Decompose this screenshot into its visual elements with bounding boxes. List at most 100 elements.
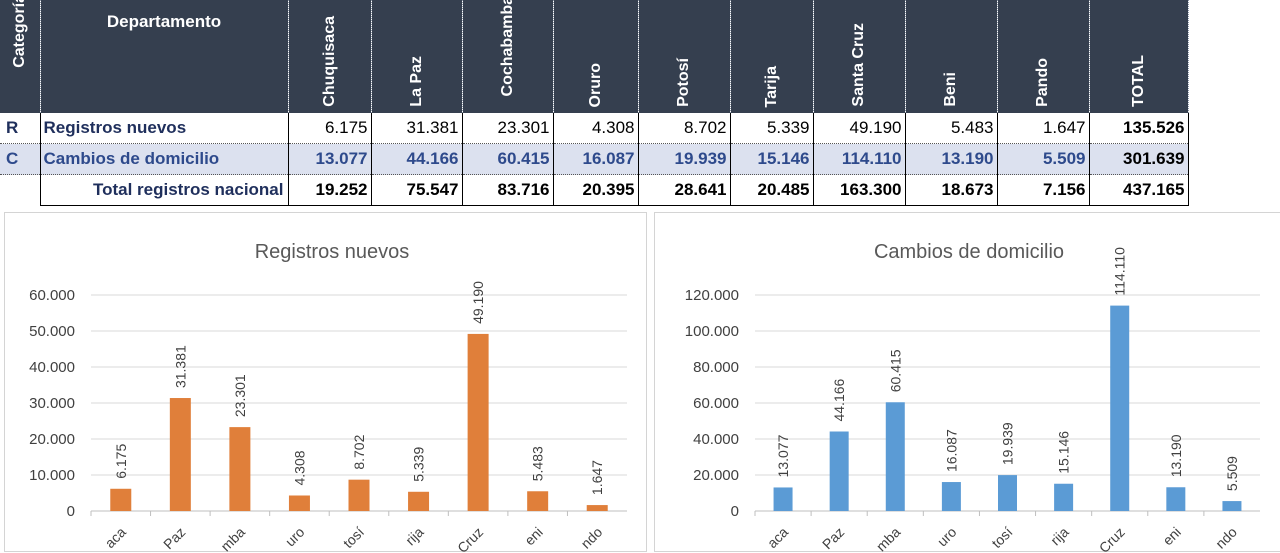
y-tick-label: 20.000 <box>693 467 739 484</box>
bar <box>998 475 1017 511</box>
y-tick-label: 60.000 <box>693 395 739 412</box>
bar <box>288 495 310 511</box>
x-tick-label: tosí <box>988 524 1015 551</box>
data-label: 6.175 <box>113 444 129 479</box>
table-cell: 5.509 <box>997 143 1090 175</box>
data-label: 1.647 <box>589 460 605 495</box>
table-cell-total: 437.165 <box>1089 174 1189 206</box>
y-tick-label: 20.000 <box>29 431 75 448</box>
bar <box>773 487 793 511</box>
cambios-domicilio-chart-svg: Cambios de domicilio 0 20.000 40.000 60.000 8… <box>685 241 1260 553</box>
table-cell: 13.077 <box>288 143 372 175</box>
row-label: Registros nuevos <box>40 113 289 144</box>
x-tick-label: Paz <box>819 524 847 552</box>
bar <box>527 491 549 511</box>
data-label: 19.939 <box>1000 422 1016 465</box>
column-header: La Paz <box>371 0 463 113</box>
data-label: 5.339 <box>411 447 427 482</box>
column-header: TOTAL <box>1089 0 1189 113</box>
x-tick-label: uro <box>282 524 308 550</box>
data-label: 4.308 <box>291 450 307 485</box>
bar <box>1054 483 1074 511</box>
bar <box>1222 501 1242 511</box>
table-cell: 15.146 <box>730 143 814 175</box>
x-tick-label: mba <box>873 524 904 553</box>
row-code <box>0 174 41 206</box>
table-header-row: Categoría Departamento Chuquisaca La Paz… <box>0 0 1189 113</box>
x-tick-label: aca <box>764 524 791 551</box>
table-cell: 1.647 <box>997 113 1090 144</box>
table-cell: 18.673 <box>905 174 998 206</box>
table-cell: 5.483 <box>905 113 998 144</box>
bar <box>586 505 608 511</box>
data-label: 49.190 <box>470 281 486 324</box>
column-header: Tarija <box>730 0 814 113</box>
table-cell-total: 135.526 <box>1089 113 1189 144</box>
data-label: 5.509 <box>1224 456 1240 491</box>
x-tick-label: aca <box>102 524 129 551</box>
table-cell: 163.300 <box>813 174 906 206</box>
table-cell: 44.166 <box>371 143 463 175</box>
table-cell: 23.301 <box>462 113 554 144</box>
table-row: R Registros nuevos 6.175 31.381 23.301 4… <box>0 113 1189 144</box>
table-cell: 7.156 <box>997 174 1090 206</box>
table-cell-total: 301.639 <box>1089 143 1189 175</box>
table-cell: 4.308 <box>553 113 639 144</box>
table-row: C Cambios de domicilio 13.077 44.166 60.… <box>0 143 1189 175</box>
y-tick-label: 60.000 <box>29 287 75 304</box>
y-tick-label: 10.000 <box>29 467 75 484</box>
y-tick-label: 100.000 <box>685 323 739 340</box>
y-tick-label: 40.000 <box>29 359 75 376</box>
column-header: Beni <box>905 0 998 113</box>
summary-table: Categoría Departamento Chuquisaca La Paz… <box>0 0 1189 206</box>
table-cell: 114.110 <box>813 143 906 175</box>
table-cell: 19.939 <box>638 143 731 175</box>
column-header: Santa Cruz <box>813 0 906 113</box>
table-cell: 20.395 <box>553 174 639 206</box>
x-tick-label: Cruz <box>1096 524 1128 553</box>
table-cell: 19.252 <box>288 174 372 206</box>
data-label: 5.483 <box>530 446 546 481</box>
row-code: R <box>0 113 41 144</box>
registros-nuevos-chart-svg: Registros nuevos 0 10.000 20.000 30.000 40.00… <box>29 241 627 553</box>
bar <box>1110 305 1130 511</box>
y-tick-label: 30.000 <box>29 395 75 412</box>
bar <box>110 488 132 511</box>
cambios-domicilio-chart: Cambios de domicilio 0 20.000 40.000 60.000 8… <box>654 212 1280 553</box>
x-tick-label: ndo <box>1212 524 1240 552</box>
x-tick-label: Paz <box>160 524 188 552</box>
y-tick-label: 0 <box>67 503 75 520</box>
department-header: Departamento <box>40 0 289 113</box>
row-label: Cambios de domicilio <box>40 143 289 175</box>
data-label: 60.415 <box>887 349 903 392</box>
column-header: Pando <box>997 0 1090 113</box>
table-cell: 28.641 <box>638 174 731 206</box>
column-header: Oruro <box>553 0 639 113</box>
table-cell: 5.339 <box>730 113 814 144</box>
bar <box>348 479 370 511</box>
data-label: 31.381 <box>172 345 188 388</box>
bar <box>169 398 191 511</box>
data-label: 23.301 <box>232 374 248 417</box>
data-label: 16.087 <box>943 429 959 472</box>
bar <box>941 482 961 511</box>
x-tick-label: tosí <box>340 524 367 551</box>
category-header: Categoría <box>0 0 41 113</box>
y-tick-label: 0 <box>731 503 739 520</box>
table-cell: 31.381 <box>371 113 463 144</box>
chart-title: Cambios de domicilio <box>874 241 1064 263</box>
data-label: 8.702 <box>351 434 367 469</box>
data-label: 13.190 <box>1168 434 1184 477</box>
data-label: 15.146 <box>1056 431 1072 474</box>
bar <box>829 431 849 511</box>
table-cell: 20.485 <box>730 174 814 206</box>
y-tick-label: 50.000 <box>29 323 75 340</box>
y-tick-label: 40.000 <box>693 431 739 448</box>
data-label: 44.166 <box>831 378 847 421</box>
y-tick-label: 120.000 <box>685 287 739 304</box>
bar <box>467 333 489 511</box>
x-tick-label: ndo <box>578 524 606 552</box>
table-cell: 83.716 <box>462 174 554 206</box>
registros-nuevos-chart: Registros nuevos 0 10.000 20.000 30.000 40.00… <box>4 212 647 553</box>
chart-title: Registros nuevos <box>255 241 410 263</box>
